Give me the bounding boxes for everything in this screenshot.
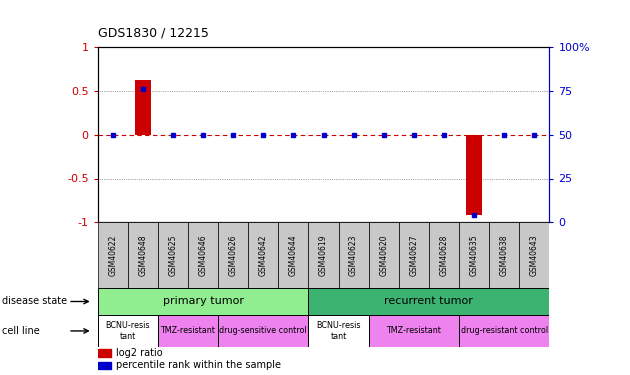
Text: TMZ-resistant: TMZ-resistant <box>386 326 441 335</box>
Text: GSM40638: GSM40638 <box>500 234 508 276</box>
Text: GSM40628: GSM40628 <box>440 234 449 276</box>
Text: cell line: cell line <box>2 326 40 336</box>
Text: GSM40646: GSM40646 <box>198 234 207 276</box>
Bar <box>218 315 309 347</box>
Text: GSM40619: GSM40619 <box>319 234 328 276</box>
Text: TMZ-resistant: TMZ-resistant <box>161 326 215 335</box>
Bar <box>489 222 519 288</box>
Bar <box>98 350 111 357</box>
Text: disease state: disease state <box>2 297 67 306</box>
Text: GSM40643: GSM40643 <box>530 234 539 276</box>
Bar <box>158 315 218 347</box>
Bar <box>248 222 278 288</box>
Bar <box>309 222 338 288</box>
Bar <box>128 222 158 288</box>
Text: GSM40620: GSM40620 <box>379 234 388 276</box>
Text: BCNU-resis
tant: BCNU-resis tant <box>316 321 361 340</box>
Text: drug-sensitive control: drug-sensitive control <box>219 326 307 335</box>
Text: GSM40642: GSM40642 <box>259 234 268 276</box>
Bar <box>98 362 111 369</box>
Text: GSM40625: GSM40625 <box>168 234 178 276</box>
Bar <box>459 222 489 288</box>
Bar <box>218 222 248 288</box>
Bar <box>429 222 459 288</box>
Text: drug-resistant control: drug-resistant control <box>461 326 547 335</box>
Bar <box>519 222 549 288</box>
Text: GSM40622: GSM40622 <box>108 234 117 276</box>
Bar <box>399 222 429 288</box>
Bar <box>158 222 188 288</box>
Text: BCNU-resis
tant: BCNU-resis tant <box>105 321 150 340</box>
Bar <box>459 315 549 347</box>
Text: GSM40648: GSM40648 <box>139 234 147 276</box>
Bar <box>309 288 549 315</box>
Text: GSM40635: GSM40635 <box>469 234 479 276</box>
Text: GSM40623: GSM40623 <box>349 234 358 276</box>
Bar <box>135 80 151 135</box>
Bar <box>369 315 459 347</box>
Text: primary tumor: primary tumor <box>163 297 244 306</box>
Text: percentile rank within the sample: percentile rank within the sample <box>116 360 281 370</box>
Bar <box>98 222 128 288</box>
Bar <box>98 315 158 347</box>
Text: GDS1830 / 12215: GDS1830 / 12215 <box>98 26 209 39</box>
Bar <box>278 222 309 288</box>
Text: GSM40626: GSM40626 <box>229 234 238 276</box>
Text: GSM40644: GSM40644 <box>289 234 298 276</box>
Bar <box>98 288 309 315</box>
Bar <box>466 135 483 215</box>
Bar <box>338 222 369 288</box>
Text: recurrent tumor: recurrent tumor <box>384 297 473 306</box>
Text: GSM40627: GSM40627 <box>410 234 418 276</box>
Bar <box>188 222 218 288</box>
Text: log2 ratio: log2 ratio <box>116 348 163 358</box>
Bar <box>369 222 399 288</box>
Bar <box>309 315 369 347</box>
